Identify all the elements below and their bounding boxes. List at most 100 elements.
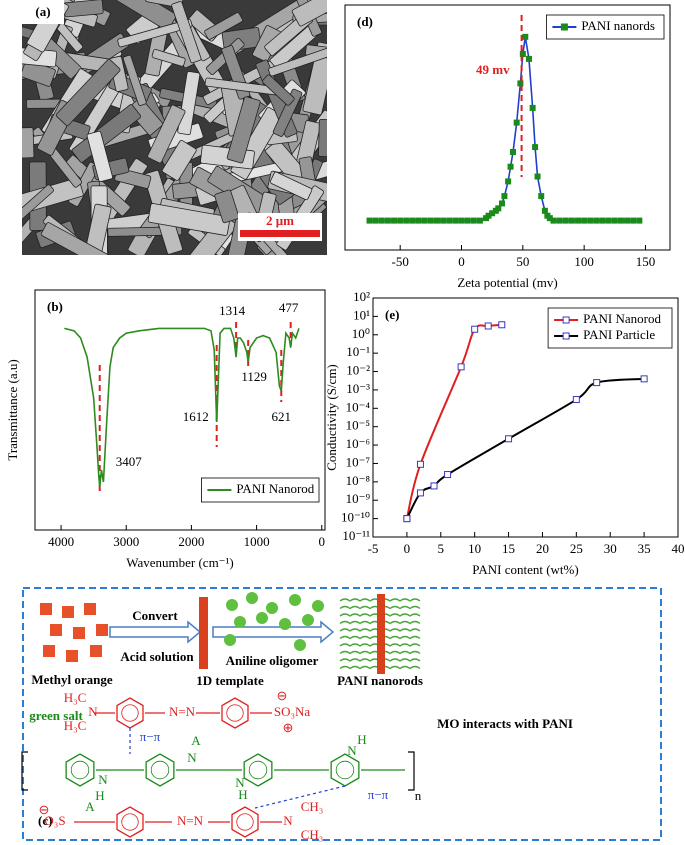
data-point <box>510 149 517 155</box>
plot-frame <box>344 4 671 251</box>
ring-inner <box>248 760 268 780</box>
chem-label: ⊕ <box>283 720 294 735</box>
plot-frame <box>372 297 679 538</box>
arrow <box>109 620 202 644</box>
data-point <box>470 217 477 224</box>
chem-label: A <box>85 799 95 814</box>
oligomer <box>256 612 268 624</box>
data-point <box>534 173 541 180</box>
data-point <box>617 217 624 224</box>
chem-label: N <box>187 750 197 765</box>
rod <box>318 118 327 158</box>
data-point <box>501 193 508 200</box>
rod <box>122 54 147 106</box>
ring <box>330 753 360 787</box>
stage-label: 1D template <box>196 673 264 688</box>
rod <box>147 104 186 164</box>
legend-label: PANI Particle <box>583 327 655 342</box>
data-point <box>403 515 411 523</box>
y-tick-label: 10⁻⁷ <box>346 454 370 469</box>
data-point <box>433 217 440 224</box>
panel-label: (e) <box>385 307 399 322</box>
chem-label: n <box>415 788 422 803</box>
mo-square <box>73 627 85 639</box>
data-point <box>572 396 580 404</box>
mo-square <box>40 603 52 615</box>
legend-box <box>547 307 673 349</box>
legend-marker <box>562 332 570 340</box>
rod <box>109 0 177 31</box>
x-tick-label: 1000 <box>244 534 270 549</box>
data-point <box>593 379 601 387</box>
x-tick-label: 0 <box>404 541 411 556</box>
data-point <box>624 217 631 224</box>
mo-square <box>90 645 102 657</box>
y-tick-label: 10⁻⁹ <box>346 491 371 506</box>
oligomer <box>279 618 291 630</box>
rod <box>226 96 261 164</box>
ring-inner <box>121 813 139 831</box>
chem-label: CH₃ <box>301 799 324 814</box>
x-tick-label: 10 <box>468 541 481 556</box>
data-point <box>541 207 548 214</box>
legend-label: PANI Nanorod <box>583 311 661 326</box>
chem-label: N <box>98 772 108 787</box>
ring <box>231 806 259 838</box>
y-tick-label: 10⁻¹ <box>346 344 370 359</box>
data-point <box>599 217 606 224</box>
mo-square <box>62 606 74 618</box>
data-point <box>495 205 502 212</box>
rod <box>171 1 202 64</box>
stage-label: Aniline oligomer <box>226 653 319 668</box>
data-point <box>446 217 453 224</box>
chem-label: π−π <box>140 729 161 744</box>
chem-label: N <box>88 704 98 719</box>
scale-bar <box>240 230 320 237</box>
rods <box>22 0 327 255</box>
data-point <box>519 51 526 57</box>
annotation-label: 49 mv <box>476 62 510 77</box>
data-point <box>562 217 569 224</box>
x-tick-label: 25 <box>570 541 583 556</box>
rod <box>40 222 117 255</box>
x-tick-label: 5 <box>438 541 445 556</box>
data-point <box>484 322 492 330</box>
chem-label: H₃C <box>64 718 87 733</box>
sem-image: (a) 2 μm <box>22 0 327 255</box>
data-point <box>427 217 434 224</box>
rod <box>204 12 243 40</box>
x-tick-label: 15 <box>502 541 515 556</box>
chem-label: H <box>238 787 247 802</box>
data-point <box>403 217 410 224</box>
data-point <box>378 217 385 224</box>
x-tick-label: 150 <box>636 254 656 269</box>
data-point <box>505 178 512 185</box>
oligomer <box>289 594 301 606</box>
rod <box>268 48 327 77</box>
data-point <box>550 217 557 224</box>
y-tick-label: 10⁻⁵ <box>346 418 370 433</box>
panel-label: (d) <box>357 14 373 29</box>
oligomer <box>266 602 278 614</box>
template-rod <box>199 597 208 669</box>
rod <box>161 139 197 181</box>
data-point <box>366 217 373 224</box>
chart-panel: 4000 3000 2000 1000 0 Wavenumber (cm⁻¹) Transm… <box>5 289 326 570</box>
rod <box>127 97 164 136</box>
mo-square <box>43 645 55 657</box>
y-tick-label: 10⁰ <box>352 326 370 341</box>
x-tick-label: 35 <box>638 541 651 556</box>
y-tick-label: 10⁻⁸ <box>346 473 371 488</box>
data-point <box>476 217 483 224</box>
ring <box>145 753 175 787</box>
chem-label: green salt <box>29 708 83 723</box>
legend-marker <box>560 23 568 31</box>
chem-label: π−π <box>368 787 389 802</box>
chem-label: N <box>347 743 357 758</box>
data-point <box>416 489 424 497</box>
peak-label: 1612 <box>183 409 209 424</box>
ring <box>65 753 95 787</box>
x-tick-label: 0 <box>458 254 465 269</box>
rod <box>262 74 295 106</box>
y-tick-label: 10⁻¹¹ <box>342 528 370 543</box>
